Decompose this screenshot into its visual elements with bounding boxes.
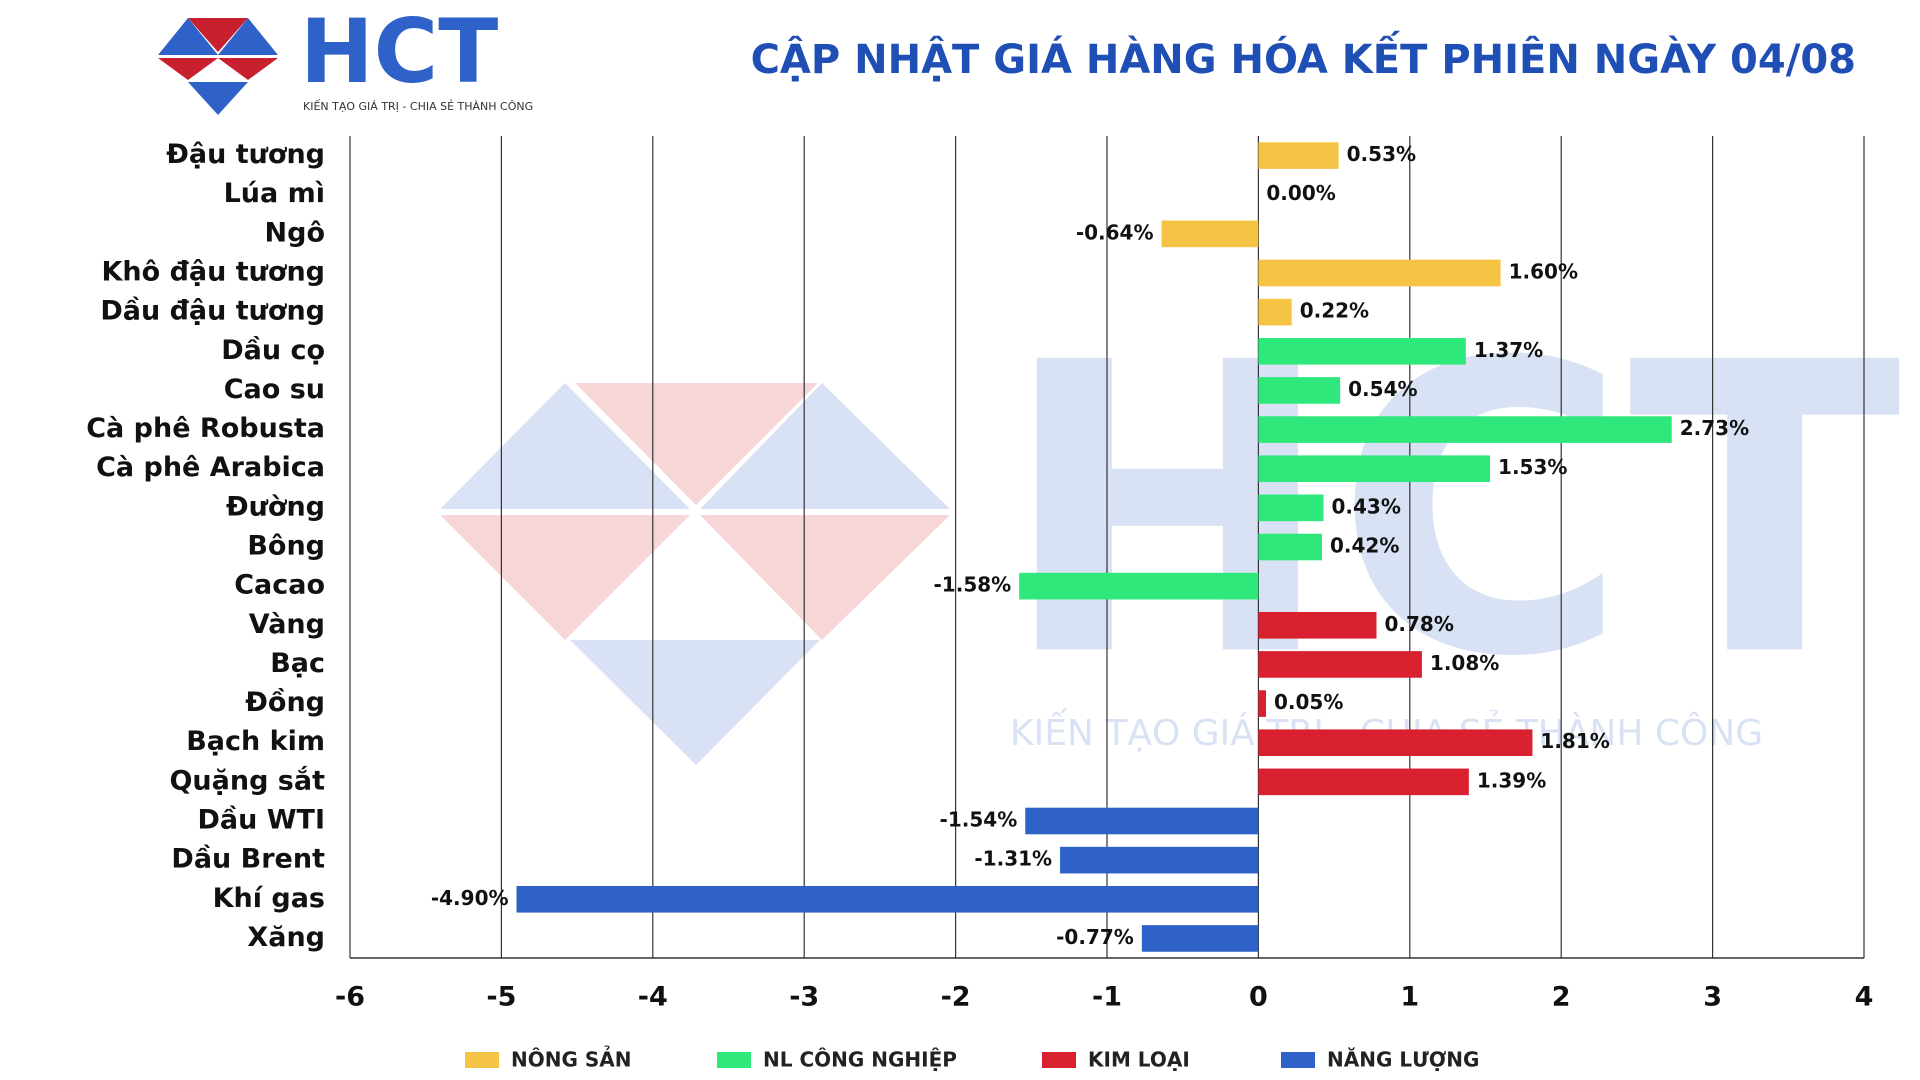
bar	[1258, 337, 1466, 365]
y-tick-label: Cà phê Arabica	[96, 452, 325, 483]
value-label: 0.05%	[1274, 690, 1343, 714]
x-tick-label: -2	[941, 982, 971, 1013]
value-label: 1.39%	[1477, 768, 1546, 792]
bar	[1258, 729, 1533, 757]
value-label: 0.42%	[1330, 534, 1399, 558]
bar	[1258, 455, 1491, 483]
value-label: 0.22%	[1300, 299, 1369, 323]
bar	[516, 885, 1259, 913]
legend-label: NĂNG LƯỢNG	[1327, 1048, 1479, 1072]
legend-label: NÔNG SẢN	[511, 1047, 631, 1072]
y-tick-label: Dầu đậu tương	[100, 296, 325, 327]
y-tick-label: Đồng	[245, 687, 325, 718]
y-tick-label: Bông	[247, 531, 325, 562]
y-tick-label: Đường	[226, 491, 325, 522]
value-label: -1.54%	[940, 808, 1018, 832]
y-tick-label: Khô đậu tương	[102, 257, 326, 288]
value-label: 1.81%	[1540, 729, 1609, 753]
legend-label: KIM LOẠI	[1088, 1048, 1190, 1072]
value-label: 0.53%	[1347, 142, 1416, 166]
x-tick-label: 4	[1855, 982, 1874, 1013]
legend-swatch	[1281, 1052, 1315, 1068]
value-label: 2.73%	[1680, 416, 1749, 440]
x-tick-label: -1	[1092, 982, 1122, 1013]
value-label: 0.43%	[1332, 494, 1401, 518]
bar	[1258, 298, 1292, 326]
y-tick-label: Ngô	[265, 217, 325, 248]
value-label: 1.37%	[1474, 338, 1543, 362]
legend-swatch	[1042, 1052, 1076, 1068]
x-tick-label: 3	[1703, 982, 1722, 1013]
value-label: 0.00%	[1266, 181, 1335, 205]
bar	[1258, 651, 1422, 678]
y-tick-label: Cà phê Robusta	[86, 413, 325, 444]
x-tick-label: -3	[789, 982, 819, 1013]
chart-title: CẬP NHẬT GIÁ HÀNG HÓA KẾT PHIÊN NGÀY 04/…	[751, 29, 1856, 83]
bar	[1141, 925, 1259, 952]
x-tick-label: -6	[335, 982, 365, 1013]
bar	[1019, 572, 1259, 600]
y-tick-label: Lúa mì	[224, 178, 325, 209]
y-tick-label: Quặng sắt	[169, 765, 325, 796]
bar	[1258, 494, 1324, 522]
y-tick-label: Dầu WTI	[198, 805, 326, 836]
x-tick-label: 2	[1552, 982, 1571, 1013]
legend-label: NL CÔNG NGHIỆP	[763, 1048, 957, 1072]
bar	[1025, 807, 1259, 835]
y-tick-label: Vàng	[249, 609, 325, 640]
value-label: 0.78%	[1384, 612, 1453, 636]
bar	[1060, 846, 1259, 874]
logo: HCT KIẾN TẠO GIÁ TRỊ - CHIA SẺ THÀNH CÔN…	[158, 0, 533, 115]
value-label: 1.53%	[1498, 455, 1567, 479]
logo-slogan: KIẾN TẠO GIÁ TRỊ - CHIA SẺ THÀNH CÔNG	[303, 99, 533, 113]
value-label: -0.64%	[1076, 220, 1154, 244]
legend-swatch	[717, 1052, 751, 1068]
y-tick-label: Cao su	[224, 374, 325, 405]
bar	[1258, 377, 1341, 404]
value-label: -0.77%	[1056, 925, 1134, 949]
y-tick-label: Dầu cọ	[221, 335, 325, 366]
y-tick-label: Đậu tương	[166, 139, 325, 170]
value-label: -4.90%	[431, 886, 509, 910]
y-tick-label: Khí gas	[213, 883, 325, 914]
value-label: -1.31%	[974, 847, 1052, 871]
bar	[1258, 611, 1377, 639]
logo-name: HCT	[300, 0, 498, 103]
y-tick-label: Xăng	[247, 922, 325, 953]
watermark: HCT KIẾN TẠO GIÁ TRỊ - CHIA SẺ THÀNH CÔN…	[440, 279, 1903, 765]
y-tick-label: Cacao	[234, 570, 325, 601]
bar	[1258, 690, 1266, 717]
y-tick-label: Bạc	[270, 648, 325, 679]
bar	[1161, 220, 1259, 248]
bar	[1258, 142, 1339, 169]
x-tick-label: 0	[1249, 982, 1268, 1013]
x-tick-label: 1	[1400, 982, 1419, 1013]
bar	[1258, 533, 1322, 561]
value-label: 1.08%	[1430, 651, 1499, 675]
bar	[1258, 416, 1672, 443]
y-tick-label: Dầu Brent	[171, 844, 325, 875]
value-label: 0.54%	[1348, 377, 1417, 401]
value-label: 1.60%	[1509, 260, 1578, 284]
legend-swatch	[465, 1052, 499, 1068]
value-label: -1.58%	[934, 573, 1012, 597]
bar	[1258, 259, 1501, 287]
y-tick-label: Bạch kim	[186, 726, 325, 757]
x-tick-label: -4	[638, 982, 668, 1013]
x-tick-label: -5	[486, 982, 516, 1013]
bar	[1258, 768, 1469, 796]
